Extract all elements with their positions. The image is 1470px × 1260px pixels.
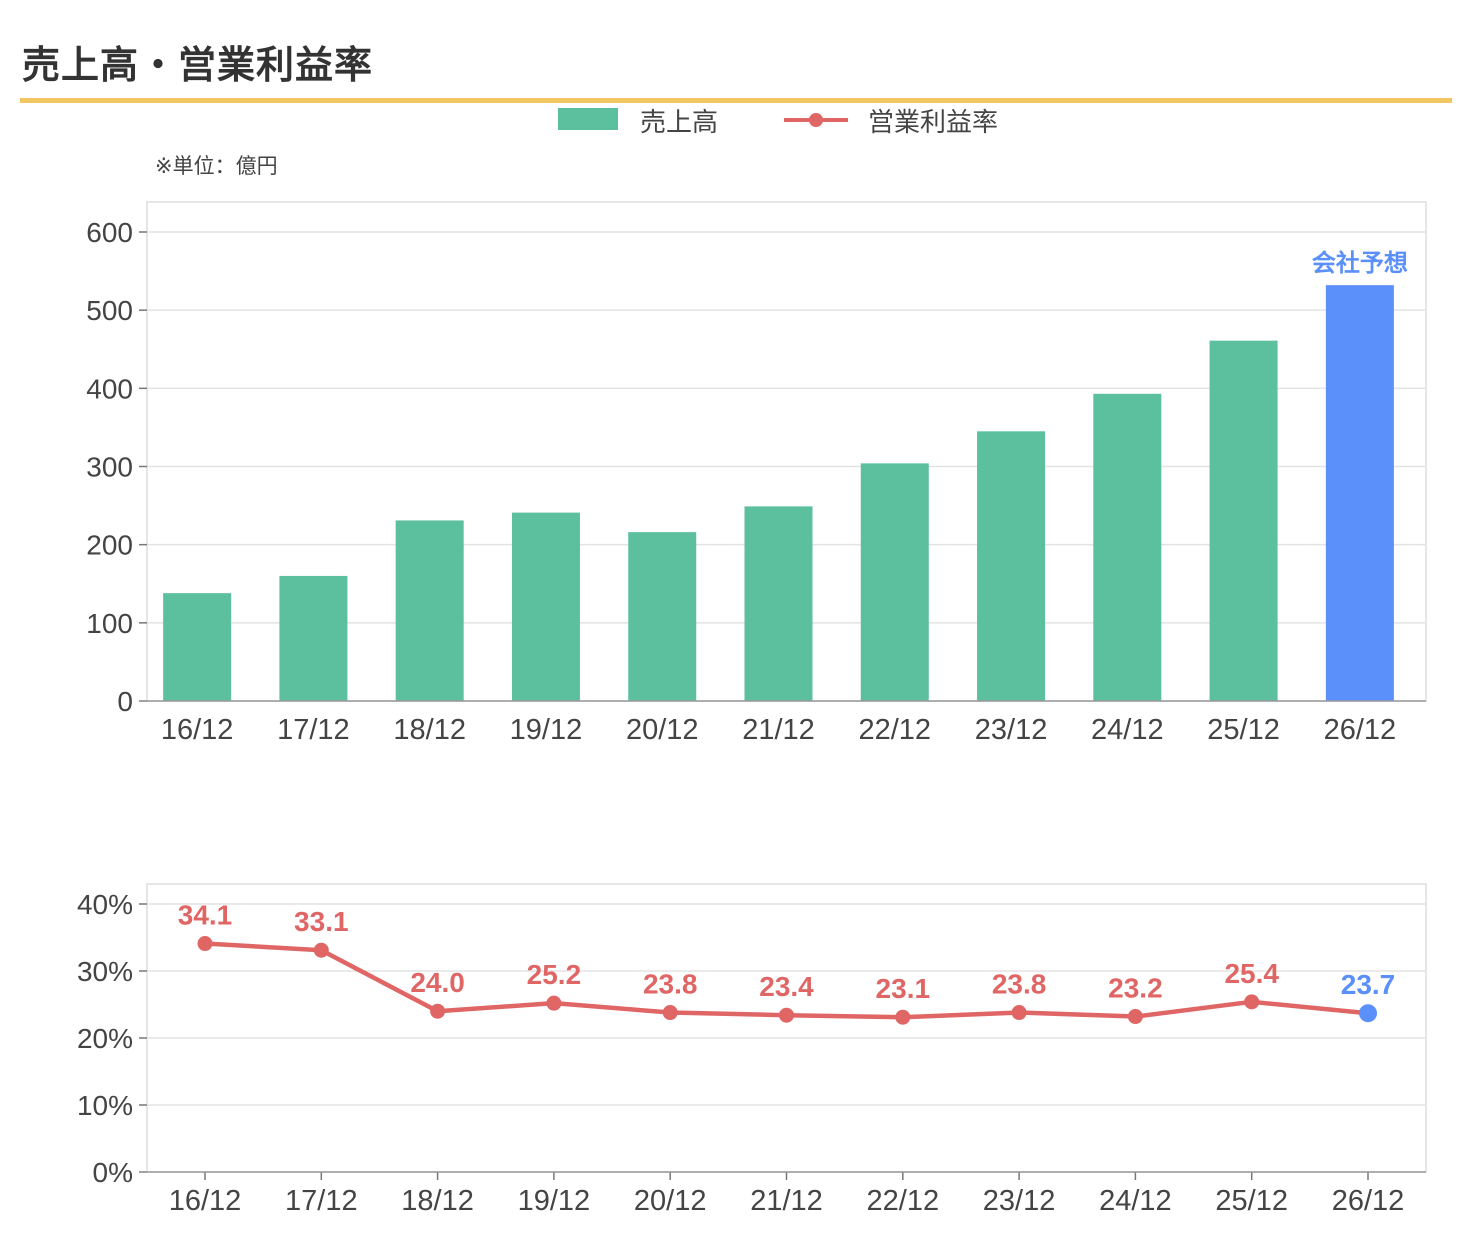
bar xyxy=(395,520,464,701)
line-x-tick-label: 25/12 xyxy=(1215,1185,1288,1217)
line-x-tick-label: 22/12 xyxy=(867,1185,940,1217)
bar-x-tick-label: 22/12 xyxy=(858,714,931,746)
line-data-label: 25.2 xyxy=(527,959,582,990)
bar xyxy=(1093,393,1162,701)
line-point xyxy=(662,1005,678,1021)
bar xyxy=(279,575,348,701)
line-point xyxy=(779,1007,794,1023)
bar-x-tick-label: 21/12 xyxy=(742,714,815,746)
line-data-label: 23.4 xyxy=(759,971,814,1002)
line-y-tick-label: 30% xyxy=(77,956,133,987)
bar-y-tick-label: 400 xyxy=(86,373,133,404)
line-x-tick-label: 20/12 xyxy=(634,1185,707,1217)
page-title: 売上高・営業利益率 xyxy=(22,43,374,87)
bar-x-tick-label: 18/12 xyxy=(393,714,466,746)
bar xyxy=(860,463,929,701)
bar-x-tick-label: 25/12 xyxy=(1207,714,1280,746)
bar-x-tick-label: 23/12 xyxy=(975,714,1048,746)
line-data-label: 23.8 xyxy=(992,969,1047,1000)
line-point xyxy=(1244,994,1260,1010)
bar-y-tick-label: 100 xyxy=(86,608,133,639)
bar-y-tick-label: 600 xyxy=(86,217,133,248)
line-x-tick-label: 18/12 xyxy=(401,1185,474,1217)
chart-legend: 売上高 営業利益率 xyxy=(0,100,1470,140)
bar xyxy=(511,512,580,701)
bar-x-tick-label: 26/12 xyxy=(1324,714,1397,746)
line-y-tick-label: 0% xyxy=(93,1157,133,1188)
line-x-tick-label: 23/12 xyxy=(983,1185,1056,1217)
bar-x-tick-label: 24/12 xyxy=(1091,714,1164,746)
bar xyxy=(1209,340,1278,701)
line-data-label: 24.0 xyxy=(410,967,465,998)
line-point xyxy=(197,936,213,952)
bar-y-tick-label: 500 xyxy=(86,295,133,326)
line-data-label: 34.1 xyxy=(178,900,233,931)
bar-x-tick-label: 16/12 xyxy=(161,714,234,746)
line-point xyxy=(1011,1005,1027,1021)
forecast-label: 会社予想 xyxy=(1312,249,1408,277)
line-x-tick-label: 17/12 xyxy=(285,1185,358,1217)
line-x-tick-label: 21/12 xyxy=(750,1185,823,1217)
bar-y-tick-label: 200 xyxy=(86,530,133,561)
line-x-tick-label: 19/12 xyxy=(518,1185,591,1217)
bar-y-tick-label: 0 xyxy=(117,686,133,717)
line-x-tick-label: 16/12 xyxy=(169,1185,242,1217)
line-point xyxy=(313,942,329,958)
line-y-tick-label: 10% xyxy=(77,1090,133,1121)
line-data-label: 23.2 xyxy=(1108,973,1163,1004)
bar-x-tick-label: 20/12 xyxy=(626,714,699,746)
line-point xyxy=(430,1003,446,1019)
bar-forecast xyxy=(1325,285,1394,701)
line-data-label: 23.7 xyxy=(1341,969,1396,1000)
line-point-forecast xyxy=(1359,1004,1377,1023)
bar-x-tick-label: 17/12 xyxy=(277,714,350,746)
line-x-tick-label: 26/12 xyxy=(1332,1185,1405,1217)
line-data-label: 25.4 xyxy=(1224,958,1279,989)
bar xyxy=(163,593,232,701)
line-data-label: 23.1 xyxy=(876,973,931,1004)
bar xyxy=(628,532,697,701)
line-data-label: 23.8 xyxy=(643,969,698,1000)
legend-bar-swatch xyxy=(558,108,618,130)
bar xyxy=(977,431,1046,701)
line-point xyxy=(546,995,562,1011)
unit-note: ※単位：億円 xyxy=(155,154,278,178)
line-y-tick-label: 20% xyxy=(77,1023,133,1054)
legend-bar-label: 売上高 xyxy=(640,108,719,138)
line-y-tick-label: 40% xyxy=(77,889,133,920)
line-point xyxy=(1127,1009,1143,1025)
title-underline xyxy=(20,98,1452,103)
bar xyxy=(744,506,813,701)
bar-x-tick-label: 19/12 xyxy=(510,714,583,746)
legend-line-label: 営業利益率 xyxy=(868,108,999,138)
legend-line-swatch xyxy=(784,113,848,127)
line-data-label: 33.1 xyxy=(294,906,349,937)
sales-bar-chart: 0 100 200 300 400 500 600 16/12 17/12 18/12 19/12 2… xyxy=(86,201,1427,746)
line-x-tick-label: 24/12 xyxy=(1099,1185,1172,1217)
line-point xyxy=(895,1009,911,1025)
bar-y-tick-label: 300 xyxy=(86,452,133,483)
